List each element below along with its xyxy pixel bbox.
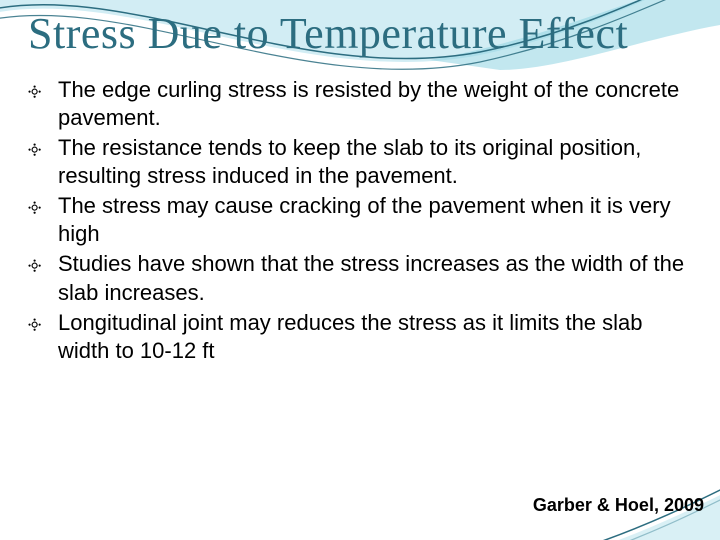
bullet-text: The edge curling stress is resisted by t… [58, 76, 692, 132]
bullet-glyph-icon: ༓ [28, 78, 41, 106]
bullet-text: The stress may cause cracking of the pav… [58, 192, 692, 248]
bullet-item: ༓ The edge curling stress is resisted by… [28, 76, 692, 132]
bullet-text: Studies have shown that the stress incre… [58, 250, 692, 306]
bullet-list: ༓ The edge curling stress is resisted by… [28, 76, 692, 366]
slide-content: Stress Due to Temperature Effect ༓ The e… [0, 0, 720, 365]
bullet-text: The resistance tends to keep the slab to… [58, 134, 692, 190]
bullet-item: ༓ Studies have shown that the stress inc… [28, 250, 692, 306]
bullet-item: ༓ Longitudinal joint may reduces the str… [28, 309, 692, 365]
bullet-glyph-icon: ༓ [28, 252, 41, 280]
bullet-glyph-icon: ༓ [28, 194, 41, 222]
citation-text: Garber & Hoel, 2009 [533, 495, 704, 516]
bullet-item: ༓ The resistance tends to keep the slab … [28, 134, 692, 190]
slide-title: Stress Due to Temperature Effect [28, 10, 692, 58]
bullet-text: Longitudinal joint may reduces the stres… [58, 309, 692, 365]
bullet-glyph-icon: ༓ [28, 311, 41, 339]
bullet-item: ༓ The stress may cause cracking of the p… [28, 192, 692, 248]
bullet-glyph-icon: ༓ [28, 136, 41, 164]
